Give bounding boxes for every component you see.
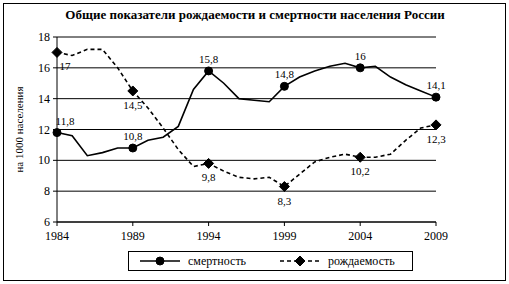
y-tick	[53, 160, 57, 161]
x-tick	[360, 222, 361, 226]
data-label: 17	[60, 60, 72, 72]
data-label: 10,2	[351, 165, 370, 177]
series-line	[57, 63, 436, 156]
marker	[432, 93, 440, 101]
data-labels: 11,8 10,8 15,8 14,8 16 14,1 17 14,5 9,8 8,3 10,2 12…	[56, 50, 447, 207]
x-tick-label: 1999	[272, 229, 296, 243]
marker	[280, 82, 288, 90]
y-tick	[53, 191, 57, 192]
data-label: 11,8	[56, 115, 75, 127]
x-tick-label: 2009	[424, 229, 448, 243]
legend-label: рождаемость	[328, 254, 395, 268]
grid-line	[57, 222, 436, 223]
x-axis	[57, 222, 436, 223]
y-tick-label: 16	[38, 61, 50, 75]
data-label: 12,3	[426, 133, 446, 145]
data-label: 8,3	[278, 195, 292, 207]
marker	[355, 152, 365, 162]
data-label: 10,8	[123, 130, 143, 142]
x-tick	[284, 222, 285, 226]
x-tick-label: 1984	[45, 229, 69, 243]
chart-frame	[4, 4, 506, 281]
marker	[279, 182, 289, 192]
x-tick	[436, 222, 437, 226]
y-tick-label: 14	[38, 92, 50, 106]
x-tick-label: 1989	[121, 229, 145, 243]
x-tick	[208, 222, 209, 226]
y-tick-label: 18	[38, 30, 50, 44]
marker	[356, 64, 364, 72]
marker	[431, 120, 441, 130]
data-label: 15,8	[199, 53, 219, 65]
y-tick	[53, 37, 57, 38]
legend-marker	[156, 257, 164, 265]
data-label: 16	[355, 50, 367, 62]
grid-line	[57, 37, 436, 38]
data-label: 14,5	[123, 99, 143, 111]
marker	[52, 47, 62, 57]
marker	[129, 144, 137, 152]
series-line	[57, 49, 436, 186]
marker	[205, 67, 213, 75]
y-tick	[53, 222, 57, 223]
data-label: 9,8	[202, 171, 216, 183]
y-tick	[53, 98, 57, 99]
y-tick-label: 10	[38, 153, 50, 167]
y-axis-label: на 1000 населения	[13, 86, 25, 172]
title: Общие показатели рождаемости и смертност…	[65, 7, 445, 22]
x-tick	[132, 222, 133, 226]
grid-line	[57, 160, 436, 161]
x-tick-label: 1994	[197, 229, 221, 243]
data-label: 14,1	[426, 79, 445, 91]
marker	[204, 158, 214, 168]
y-tick-label: 6	[44, 215, 50, 229]
x-tick-label: 2004	[348, 229, 372, 243]
y-tick-label: 8	[44, 184, 50, 198]
grid-line	[57, 129, 436, 130]
legend: смертность рождаемость	[129, 252, 413, 271]
data-label: 14,8	[275, 68, 295, 80]
legend-box	[129, 252, 413, 271]
x-tick	[57, 222, 58, 226]
legend-marker	[295, 256, 305, 266]
plot-area	[52, 47, 441, 191]
y-tick-label: 12	[38, 123, 50, 137]
y-tick	[53, 67, 57, 68]
grid-line	[57, 191, 436, 192]
chart: Общие показатели рождаемости и смертност…	[0, 0, 509, 284]
marker	[128, 86, 138, 96]
marker	[53, 129, 61, 137]
legend-label: смертность	[188, 254, 247, 268]
